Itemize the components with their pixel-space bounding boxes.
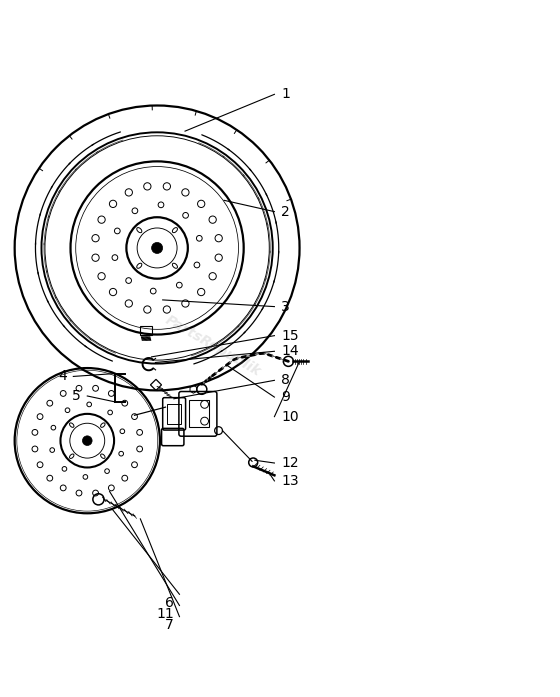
Bar bbox=[167, 404, 180, 424]
Text: 10: 10 bbox=[281, 410, 298, 424]
Text: 2: 2 bbox=[281, 205, 290, 219]
Text: 15: 15 bbox=[281, 329, 298, 343]
Text: 12: 12 bbox=[281, 456, 298, 470]
Text: 6: 6 bbox=[165, 596, 174, 610]
Text: 4: 4 bbox=[58, 369, 67, 383]
Text: 13: 13 bbox=[281, 474, 298, 488]
Bar bbox=[189, 400, 209, 427]
Text: 11: 11 bbox=[156, 607, 174, 621]
Text: PartsRepublik: PartsRepublik bbox=[163, 313, 263, 378]
Text: 9: 9 bbox=[281, 390, 290, 404]
Text: 5: 5 bbox=[72, 389, 81, 403]
Text: 14: 14 bbox=[281, 344, 298, 358]
Text: 1: 1 bbox=[281, 87, 290, 101]
Circle shape bbox=[82, 436, 92, 445]
Text: 8: 8 bbox=[281, 374, 290, 388]
Text: 7: 7 bbox=[165, 618, 174, 632]
Text: 3: 3 bbox=[281, 300, 290, 314]
Bar bbox=[151, 379, 161, 390]
Bar bbox=[141, 325, 152, 335]
Circle shape bbox=[152, 243, 162, 254]
